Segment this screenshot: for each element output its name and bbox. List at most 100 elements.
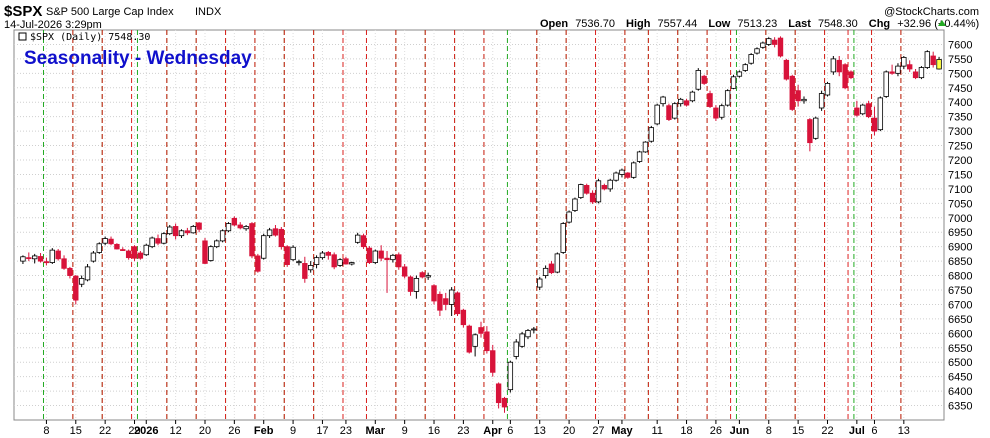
candle-body (290, 246, 296, 261)
candle-body (131, 246, 138, 259)
y-tick-label: 6600 (948, 328, 972, 340)
x-tick-label: 11 (651, 425, 662, 437)
candle (525, 329, 531, 340)
y-tick-label: 7050 (948, 198, 972, 210)
candle-body (108, 238, 114, 245)
candle-body (842, 64, 848, 89)
candle (237, 222, 243, 230)
candle (824, 82, 831, 97)
candle (848, 70, 854, 80)
candle-body (630, 162, 637, 178)
candle (595, 178, 602, 204)
candle-body (589, 192, 596, 203)
candle-body (519, 333, 525, 347)
candle-body (912, 71, 919, 79)
x-tick-label: 26 (710, 425, 722, 437)
candle (431, 284, 437, 305)
candle-body (261, 235, 267, 259)
candle-body (337, 259, 343, 266)
candle-body (537, 278, 543, 288)
candle-body (595, 180, 602, 203)
candle-body (854, 107, 860, 116)
x-tick-label: 16 (428, 425, 440, 437)
candle (607, 178, 613, 192)
x-tick-label: Mar (366, 425, 386, 437)
candle-body (407, 276, 414, 292)
candle (736, 70, 743, 78)
candle (589, 190, 596, 204)
x-tick-label: 2026 (134, 425, 158, 437)
candle (296, 259, 302, 266)
candle-body (354, 234, 361, 243)
candle (707, 90, 713, 108)
candle (137, 251, 144, 260)
candle-body (701, 75, 707, 84)
candle-body (78, 278, 85, 285)
candle (125, 249, 132, 260)
candle-body (578, 184, 584, 198)
candle (167, 225, 173, 236)
x-tick-label: 6 (507, 425, 513, 437)
candle-body (777, 37, 784, 57)
candle (513, 339, 519, 360)
candle (860, 103, 866, 116)
candle-body (202, 240, 208, 264)
candle-body (37, 256, 44, 262)
candle (108, 236, 114, 246)
candle (478, 321, 484, 338)
candle (818, 90, 825, 111)
candle-body (677, 98, 684, 105)
candle-body (454, 292, 461, 315)
candle-body (513, 341, 519, 357)
candle (55, 248, 61, 261)
candle (407, 275, 414, 296)
candle-body (560, 223, 566, 253)
candle (636, 150, 643, 163)
candle (584, 183, 590, 195)
x-tick-label: 8 (766, 425, 772, 437)
x-tick-label: 26 (228, 425, 240, 437)
candle (801, 96, 807, 104)
candle (883, 70, 889, 98)
candle-body (278, 228, 285, 248)
candle-body (172, 226, 179, 237)
candle (114, 243, 120, 250)
candle-body (484, 331, 490, 352)
candle (302, 256, 308, 283)
candle (26, 252, 32, 262)
candle (519, 331, 525, 348)
candle-body (120, 249, 126, 251)
candle (924, 50, 931, 69)
candle (842, 63, 848, 90)
seasonality-lines (42, 30, 902, 420)
candle-body (390, 254, 396, 261)
candle-body (748, 54, 754, 64)
candle-body (219, 230, 226, 242)
candle-body (343, 258, 349, 265)
candle-body (566, 211, 572, 223)
candle-body (308, 265, 314, 271)
y-tick-label: 6350 (948, 401, 972, 413)
candle-body (607, 179, 613, 190)
candle (266, 227, 273, 238)
x-tick-label: 13 (534, 425, 546, 437)
candle (349, 261, 355, 266)
candle-body (448, 289, 455, 305)
candle-body (208, 246, 214, 261)
candle (677, 97, 684, 107)
candle-body (55, 250, 61, 260)
candle (907, 60, 913, 72)
candle-body (443, 298, 449, 305)
chart-date: 14-Jul-2026 3:29pm (4, 19, 102, 31)
candle (484, 326, 490, 354)
candle (196, 222, 202, 233)
candle-body (824, 83, 831, 96)
x-tick-label: 18 (680, 425, 692, 437)
ohlc-readout: Open 7536.70 High 7557.44 Low 7513.23 La… (540, 18, 979, 30)
candle-body (830, 58, 837, 73)
candle-body (601, 185, 608, 190)
candle-body (137, 252, 144, 259)
x-tick-label: 27 (592, 425, 604, 437)
candle (425, 272, 431, 280)
